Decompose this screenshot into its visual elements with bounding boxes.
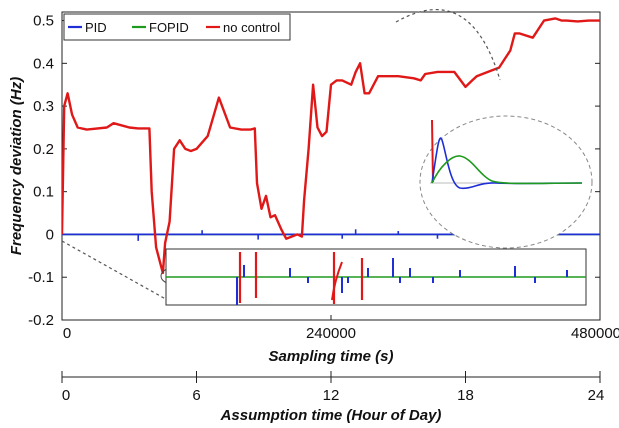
y-tick-label: -0.1 — [28, 269, 54, 286]
legend-label: FOPID — [149, 20, 189, 35]
y-tick-label: 0.1 — [33, 184, 54, 201]
y-tick-label: 0.3 — [33, 98, 54, 115]
y-axis-label: Frequency deviation (Hz) — [8, 77, 25, 255]
zoom-connector-top — [395, 8, 501, 81]
x-tick-label: 240000 — [306, 325, 356, 342]
y-tick-label: -0.2 — [28, 312, 54, 329]
x-tick-label: 0 — [63, 325, 71, 342]
secondary-axis-label: Assumption time (Hour of Day) — [220, 407, 442, 424]
x-tick-label: 480000 — [571, 325, 619, 342]
inset-spikes — [236, 252, 568, 305]
y-tick-label: 0.2 — [33, 141, 54, 158]
secondary-tick-label: 0 — [62, 387, 70, 404]
secondary-tick-label: 12 — [323, 387, 340, 404]
y-tick-label: 0.4 — [33, 55, 54, 72]
zoom-circle-fopid-curve — [431, 155, 583, 185]
inset-red-curve — [331, 261, 343, 301]
zoom-circle-frame — [419, 115, 593, 249]
x-axis: 0 240000 480000 — [61, 315, 619, 342]
x-axis-label: Sampling time (s) — [268, 348, 393, 365]
zoom-circle-red-curve — [431, 119, 434, 183]
zoom-inset-circle — [395, 8, 593, 249]
zoom-inset-bottom — [61, 240, 587, 306]
y-tick-label: 0.5 — [33, 13, 54, 30]
secondary-axis: 0 6 12 18 24 — [61, 371, 605, 404]
secondary-tick-label: 24 — [588, 387, 605, 404]
legend-label: PID — [85, 20, 107, 35]
legend-box — [63, 13, 291, 41]
y-tick-label: 0 — [46, 226, 54, 243]
zoom-connector-bottom-a — [61, 240, 172, 303]
secondary-tick-label: 18 — [457, 387, 474, 404]
legend-label: no control — [223, 20, 280, 35]
legend: PID FOPID no control — [63, 13, 291, 41]
secondary-tick-label: 6 — [192, 387, 200, 404]
series-line-no-control — [62, 17, 600, 275]
